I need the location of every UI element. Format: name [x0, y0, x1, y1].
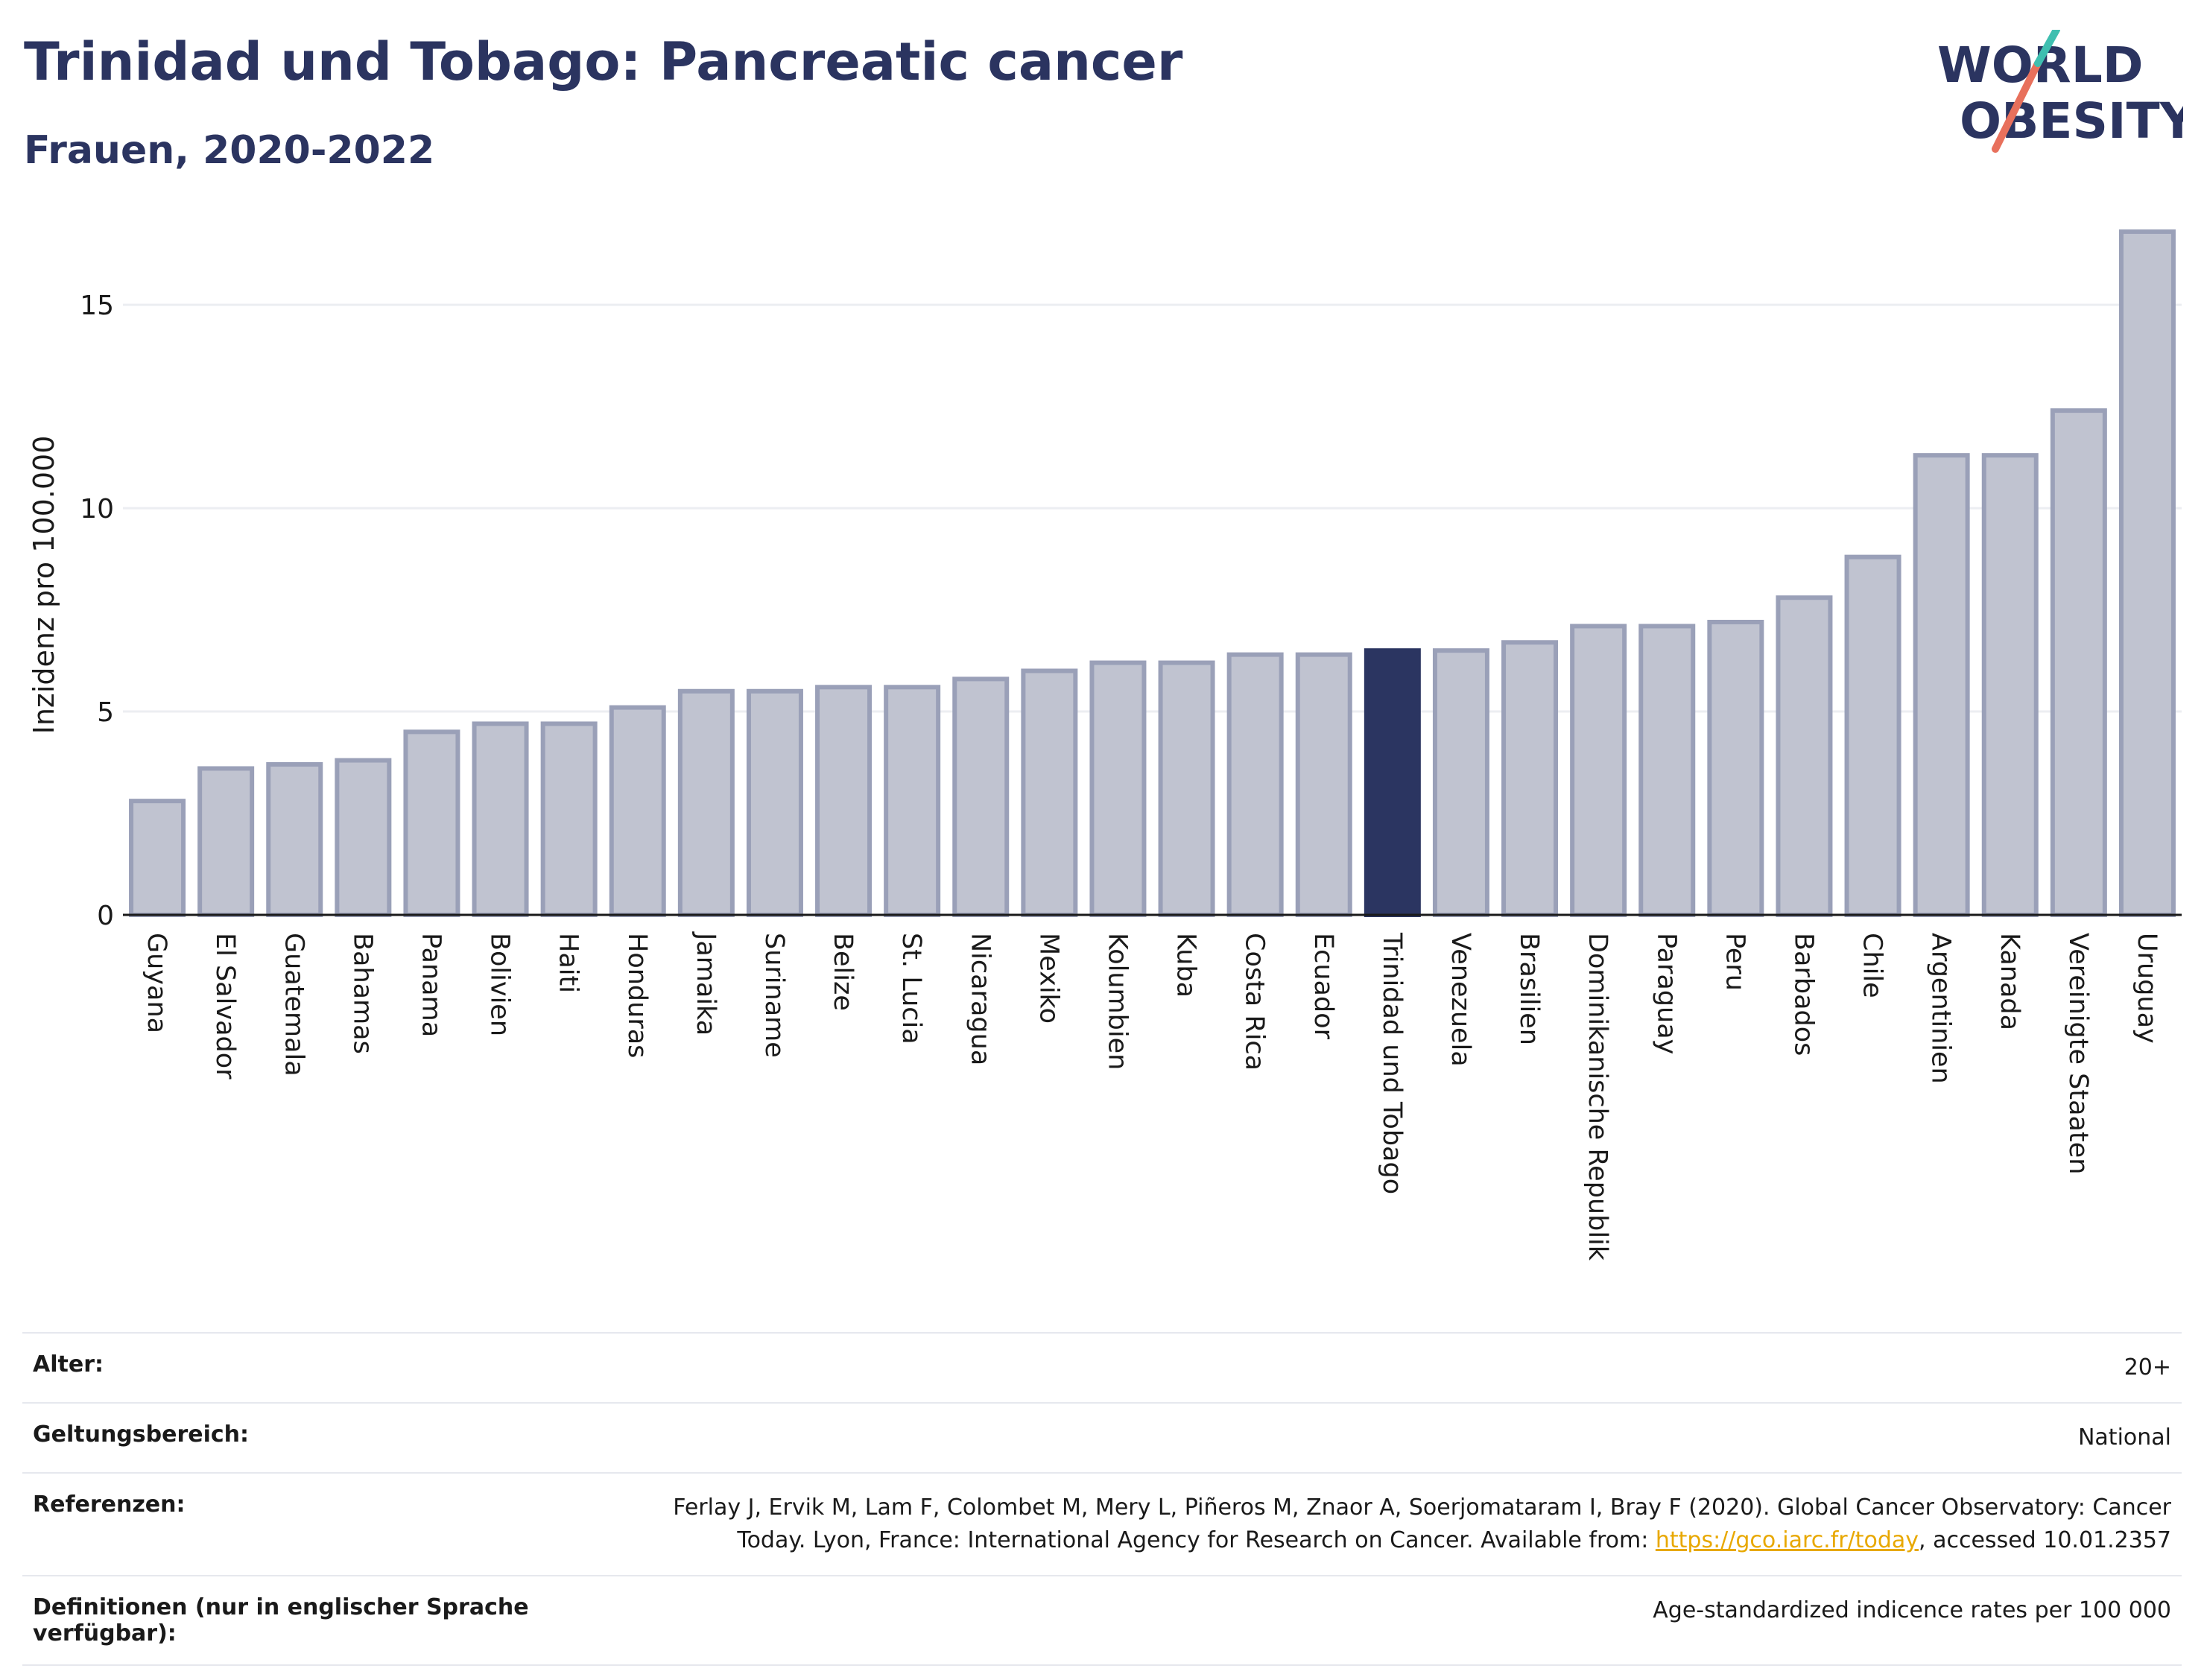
- y-tick-label: 15: [80, 291, 114, 321]
- bar-chart: 0 5 10 15 Guyana El Salvador Guatemala Bahamas P…: [28, 229, 2182, 1261]
- reference-line2: Today. Lyon, France: International Agenc…: [737, 1527, 1656, 1553]
- bar-argentinien[interactable]: [1913, 453, 1970, 917]
- bar-bahamas[interactable]: [335, 758, 392, 917]
- bar-trinidad-und-tobago[interactable]: [1364, 648, 1421, 917]
- meta-row-references: Referenzen: Ferlay J, Ervik M, Lam F, Co…: [22, 1472, 2182, 1576]
- meta-value: Age-standardized indicence rates per 100…: [565, 1575, 2182, 1666]
- reference-accessed: , accessed 10.01.2357: [1919, 1527, 2171, 1553]
- world-obesity-logo: WORLD OBESITY: [1937, 30, 2183, 153]
- x-tick-label: Venezuela: [1445, 933, 1475, 1067]
- bar-haiti[interactable]: [540, 721, 598, 917]
- x-tick-label: Trinidad und Tobago: [1377, 932, 1407, 1194]
- x-tick-label: Panama: [416, 933, 446, 1037]
- bar-peru[interactable]: [1707, 619, 1764, 918]
- bar-kanada[interactable]: [1981, 453, 2039, 917]
- bar-guyana[interactable]: [129, 799, 186, 918]
- bar-belize[interactable]: [815, 685, 873, 918]
- y-axis-label: Inzidenz pro 100.000: [28, 436, 60, 735]
- x-tick-label: Kolumbien: [1102, 933, 1132, 1070]
- page-title: Trinidad und Tobago: Pancreatic cancer: [24, 31, 1183, 92]
- x-tick-label: El Salvador: [210, 933, 240, 1080]
- x-tick-label: Barbados: [1788, 933, 1818, 1056]
- x-tick-label: Uruguay: [2132, 933, 2162, 1044]
- bar-kuba[interactable]: [1158, 660, 1215, 917]
- y-tick-label: 10: [80, 494, 114, 524]
- x-tick-label: Honduras: [622, 933, 652, 1058]
- x-tick-label: Suriname: [759, 933, 789, 1058]
- meta-row-age: Alter: 20+: [22, 1332, 2182, 1404]
- x-tick-label: Mexiko: [1033, 933, 1063, 1024]
- bar-paraguay[interactable]: [1638, 624, 1696, 917]
- page-subtitle: Frauen, 2020-2022: [24, 128, 435, 173]
- x-tick-label: Bolivien: [485, 933, 515, 1036]
- x-tick-label: Belize: [828, 933, 858, 1011]
- x-tick-label: Guyana: [142, 933, 171, 1033]
- bar-el-salvador[interactable]: [197, 766, 255, 917]
- x-tick-label: Nicaragua: [965, 933, 995, 1065]
- x-tick-label: Guatemala: [279, 933, 308, 1077]
- bar-vereinigte-staaten[interactable]: [2050, 408, 2107, 917]
- bar-nicaragua[interactable]: [952, 676, 1010, 917]
- bar-bolivien[interactable]: [472, 721, 529, 917]
- meta-value: Ferlay J, Ervik M, Lam F, Colombet M, Me…: [565, 1472, 2182, 1576]
- x-tick-label: Bahamas: [347, 933, 377, 1054]
- metadata-table: Alter: 20+ Geltungsbereich: National Ref…: [22, 1332, 2182, 1666]
- x-tick-label: Argentinien: [1926, 933, 1956, 1084]
- bar-barbados[interactable]: [1776, 595, 1833, 918]
- bar-venezuela[interactable]: [1432, 648, 1489, 917]
- bar-ecuador[interactable]: [1295, 652, 1352, 918]
- meta-row-scope: Geltungsbereich: National: [22, 1402, 2182, 1474]
- reference-line1: Ferlay J, Ervik M, Lam F, Colombet M, Me…: [673, 1494, 2171, 1521]
- bar-mexiko[interactable]: [1021, 668, 1078, 917]
- x-tick-label: St. Lucia: [896, 933, 926, 1045]
- bar-st-lucia[interactable]: [884, 685, 941, 918]
- x-tick-label: Jamaika: [691, 931, 721, 1036]
- meta-key: Definitionen (nur in englischer Sprache …: [22, 1575, 565, 1666]
- x-tick-label: Vereinigte Staaten: [2063, 933, 2093, 1174]
- x-tick-label: Dominikanische Republik: [1583, 933, 1612, 1261]
- reference-link[interactable]: https://gco.iarc.fr/today: [1655, 1527, 1919, 1553]
- x-tick-label: Haiti: [554, 933, 583, 993]
- bar-brasilien[interactable]: [1501, 640, 1559, 918]
- bar-costa-rica[interactable]: [1226, 652, 1284, 918]
- bar-guatemala[interactable]: [266, 762, 323, 918]
- bar-jamaika[interactable]: [677, 688, 735, 917]
- meta-value: 20+: [565, 1332, 2182, 1404]
- bar-honduras[interactable]: [609, 705, 666, 917]
- meta-key: Geltungsbereich:: [22, 1402, 565, 1474]
- x-tick-label: Chile: [1858, 933, 1887, 998]
- x-tick-label: Paraguay: [1651, 933, 1681, 1054]
- meta-row-definitions: Definitionen (nur in englischer Sprache …: [22, 1575, 2182, 1666]
- bar-suriname[interactable]: [746, 688, 803, 917]
- meta-value: National: [565, 1402, 2182, 1474]
- y-tick-label: 0: [97, 901, 114, 931]
- x-tick-label: Kanada: [1995, 933, 2024, 1030]
- bar-uruguay[interactable]: [2118, 229, 2176, 917]
- x-tick-label: Ecuador: [1308, 933, 1338, 1040]
- bar-chile[interactable]: [1844, 554, 1901, 917]
- x-tick-label: Brasilien: [1514, 933, 1544, 1045]
- bar-dominikanische-republik[interactable]: [1570, 624, 1627, 917]
- meta-key: Referenzen:: [22, 1472, 565, 1576]
- x-tick-label: Peru: [1720, 933, 1749, 991]
- x-tick-label: Kuba: [1171, 933, 1201, 998]
- meta-key: Alter:: [22, 1332, 565, 1404]
- y-tick-label: 5: [97, 697, 114, 728]
- bar-panama[interactable]: [403, 729, 460, 918]
- bar-kolumbien[interactable]: [1089, 660, 1147, 917]
- x-tick-label: Costa Rica: [1240, 933, 1270, 1071]
